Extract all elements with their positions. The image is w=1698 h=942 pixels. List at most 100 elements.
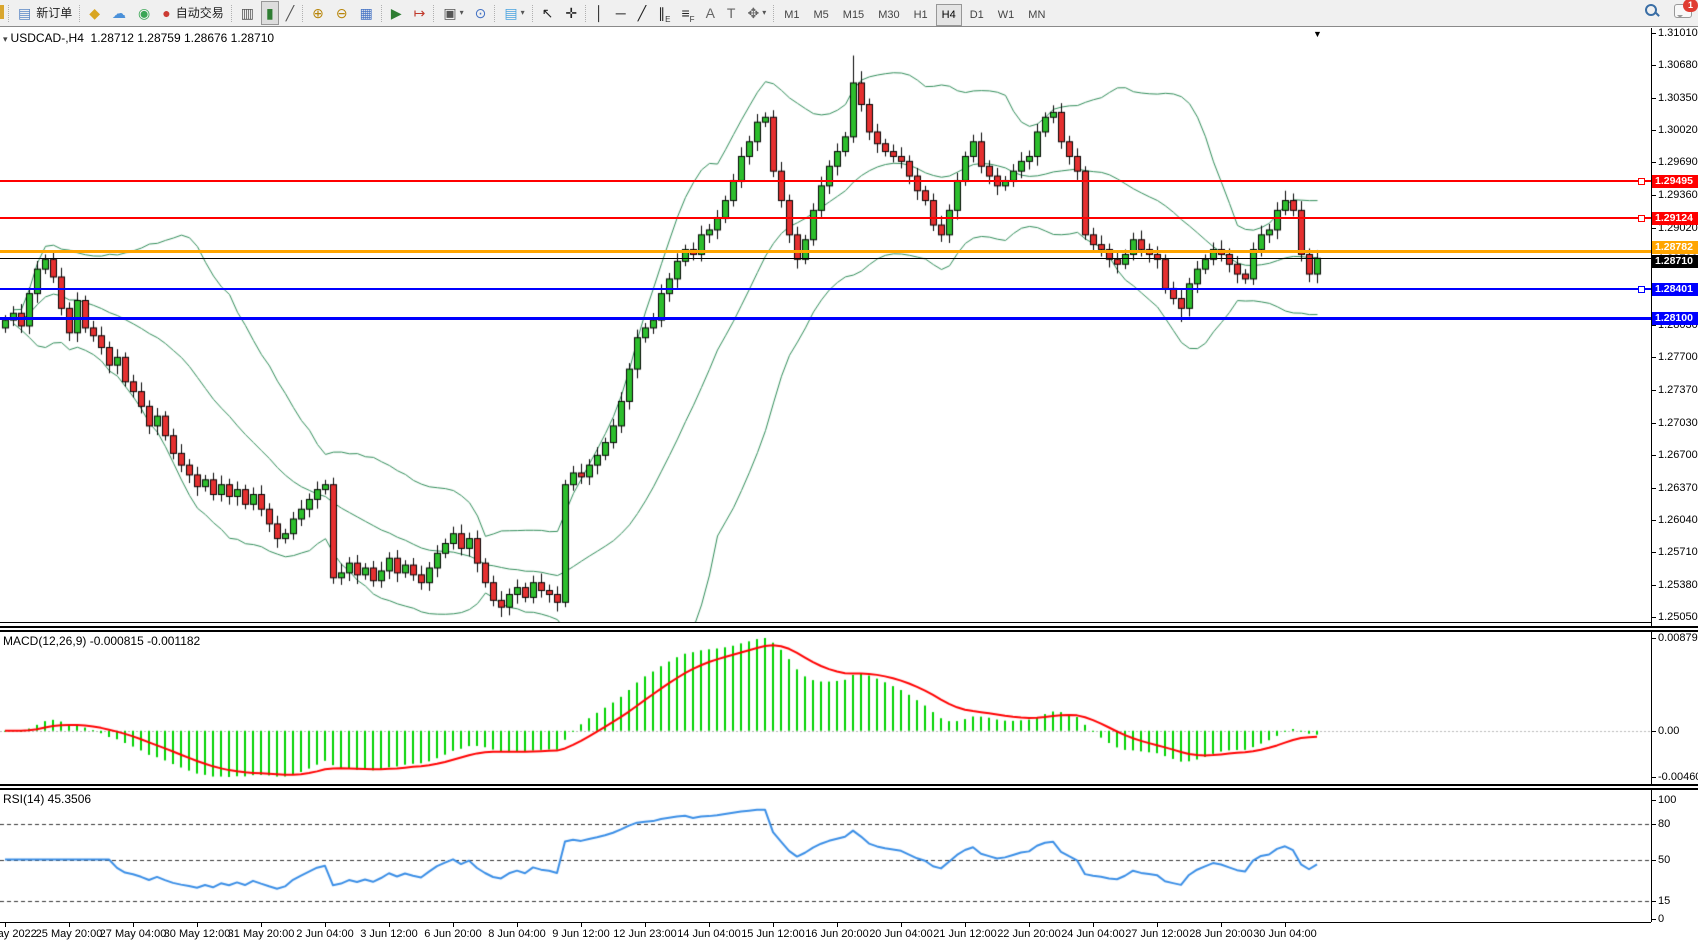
zoom-in-button[interactable]: ⊕ bbox=[307, 1, 329, 25]
fibonacci-icon: ≡ bbox=[681, 4, 690, 21]
toolbar-group-separator bbox=[79, 4, 81, 22]
rsi-canvas[interactable] bbox=[0, 790, 1652, 922]
time-tick bbox=[517, 922, 518, 927]
tf-button-h4[interactable]: H4 bbox=[935, 3, 962, 26]
price-tick-label: 1.26370 bbox=[1658, 482, 1698, 494]
clock-button[interactable]: ⊙ bbox=[470, 1, 492, 25]
price-tick bbox=[1651, 195, 1656, 196]
price-tick bbox=[1651, 325, 1656, 326]
time-tick bbox=[261, 922, 262, 927]
time-tick bbox=[453, 922, 454, 927]
time-tick bbox=[69, 922, 70, 927]
time-tick bbox=[581, 922, 582, 927]
tf-button-m15[interactable]: M15 bbox=[842, 8, 865, 21]
time-tick bbox=[1157, 922, 1158, 927]
cursor-button[interactable]: ↖ bbox=[537, 1, 559, 25]
arrows-dropdown-icon[interactable]: ▾ bbox=[762, 8, 767, 17]
tf-button-m30[interactable]: M30 bbox=[878, 8, 900, 21]
panel-separator-macd[interactable] bbox=[0, 626, 1698, 632]
rsi-label: RSI(14) 45.3506 bbox=[3, 792, 92, 806]
tf-button-mn[interactable]: MN bbox=[1028, 8, 1046, 21]
line-chart-button[interactable]: ╱ bbox=[281, 1, 299, 25]
new-chart-dropdown-icon[interactable]: ▾ bbox=[459, 8, 464, 17]
vertical-line-button[interactable]: │ bbox=[590, 1, 609, 25]
price-tick-label: 1.29020 bbox=[1658, 222, 1698, 234]
text-button[interactable]: A bbox=[701, 1, 720, 25]
main-chart-canvas[interactable] bbox=[0, 28, 1652, 623]
profiles-dropdown-icon[interactable]: ▾ bbox=[520, 8, 525, 17]
auto-scroll-button[interactable]: ▶ bbox=[386, 1, 407, 25]
new-chart-button[interactable]: ▣ ▾ bbox=[438, 1, 467, 25]
zoom-out-button[interactable]: ⊖ bbox=[331, 1, 353, 25]
time-tick-label: 31 May 20:00 bbox=[227, 928, 295, 940]
rsi-axis-label: 0 bbox=[1658, 913, 1665, 925]
tf-button-m1[interactable]: M1 bbox=[784, 8, 800, 21]
toolbar-group-separator bbox=[585, 4, 587, 22]
time-tick-label: 27 May 04:00 bbox=[99, 928, 167, 940]
equidistant-channel-button[interactable]: ∥ E bbox=[653, 1, 674, 25]
tf-button-m5[interactable]: M5 bbox=[813, 8, 829, 21]
rsi-axis-tick bbox=[1651, 919, 1656, 920]
new-order-button[interactable]: ▤ 新订单 bbox=[13, 1, 76, 25]
signals-button[interactable]: ◉ bbox=[133, 1, 155, 25]
search-icon[interactable] bbox=[1644, 3, 1660, 19]
text-label-button[interactable]: T bbox=[722, 1, 741, 25]
time-tick-label: 2 Jun 04:00 bbox=[296, 928, 354, 940]
rsi-axis-label: 100 bbox=[1658, 794, 1677, 806]
price-tick-label: 1.30020 bbox=[1658, 124, 1698, 136]
zoom-out-icon: ⊖ bbox=[335, 4, 348, 21]
tf-button-d1[interactable]: D1 bbox=[969, 8, 984, 21]
time-tick-label: 14 Jun 04:00 bbox=[677, 928, 741, 940]
tf-button-w1[interactable]: W1 bbox=[997, 8, 1015, 21]
tile-windows-button[interactable]: ▦ bbox=[355, 1, 378, 25]
clock-icon: ⊙ bbox=[474, 4, 487, 21]
time-tick-label: 9 Jun 12:00 bbox=[552, 928, 610, 940]
horizontal-line-button[interactable]: ─ bbox=[611, 1, 631, 25]
time-axis-border bbox=[0, 922, 1651, 923]
trendline-icon: ╱ bbox=[637, 4, 647, 21]
hline-1.28401[interactable] bbox=[0, 288, 1651, 290]
chart-dropdown-caret[interactable]: ▾ bbox=[3, 34, 8, 44]
market-button[interactable]: ◆ bbox=[84, 1, 105, 25]
rsi-axis-label: 80 bbox=[1658, 818, 1671, 830]
vertical-line-icon: │ bbox=[595, 4, 604, 21]
time-tick-label: 24 Jun 04:00 bbox=[1061, 928, 1125, 940]
crosshair-button[interactable]: ✛ bbox=[560, 1, 582, 25]
price-tick bbox=[1651, 455, 1656, 456]
price-tick bbox=[1651, 390, 1656, 391]
tf-button-h1[interactable]: H1 bbox=[913, 8, 928, 21]
candle-chart-button[interactable]: ▮ bbox=[260, 0, 279, 25]
hline-1.29124[interactable] bbox=[0, 217, 1651, 219]
price-tag-1.29495: 1.29495 bbox=[1652, 175, 1698, 188]
hline-1.29495[interactable] bbox=[0, 180, 1651, 182]
price-tag-1.28401: 1.28401 bbox=[1652, 283, 1698, 296]
market-icon: ◆ bbox=[89, 4, 101, 21]
trendline-button[interactable]: ╱ bbox=[633, 1, 651, 25]
community-button[interactable]: ☁ bbox=[107, 1, 131, 25]
arrows-button[interactable]: ✥ ▾ bbox=[742, 1, 770, 25]
hline-handle-1.29124[interactable] bbox=[1638, 215, 1645, 222]
panel-separator-rsi[interactable] bbox=[0, 784, 1698, 790]
hline-1.28100[interactable] bbox=[0, 317, 1651, 320]
time-tick-label: 21 Jun 12:00 bbox=[933, 928, 997, 940]
fibonacci-icon-letter: F bbox=[689, 14, 695, 24]
time-tick-label: 8 Jun 04:00 bbox=[488, 928, 546, 940]
toolbar-group-separator bbox=[230, 4, 232, 22]
bar-chart-button[interactable]: ▥ bbox=[236, 1, 259, 25]
autotrading-icon: ● bbox=[162, 4, 171, 21]
macd-canvas[interactable] bbox=[0, 632, 1652, 784]
autotrading-button[interactable]: ● 自动交易 bbox=[157, 1, 227, 25]
chart-shift-icon: ↦ bbox=[413, 4, 426, 21]
chart-shift-button[interactable]: ↦ bbox=[409, 1, 431, 25]
price-tag-1.28100: 1.28100 bbox=[1652, 312, 1698, 325]
hline-handle-1.29495[interactable] bbox=[1638, 178, 1645, 185]
time-tick bbox=[133, 922, 134, 927]
notifications-icon[interactable]: 1 bbox=[1674, 0, 1698, 18]
macd-axis-label: -0.004601 bbox=[1658, 771, 1698, 783]
hline-1.28782[interactable] bbox=[0, 250, 1651, 253]
profiles-button[interactable]: ▤ ▾ bbox=[499, 1, 528, 25]
fibonacci-button[interactable]: ≡ F bbox=[677, 1, 699, 25]
time-tick-label: 12 Jun 23:00 bbox=[613, 928, 677, 940]
hline-handle-1.28401[interactable] bbox=[1638, 286, 1645, 293]
time-tick-label: 25 May 20:00 bbox=[35, 928, 103, 940]
